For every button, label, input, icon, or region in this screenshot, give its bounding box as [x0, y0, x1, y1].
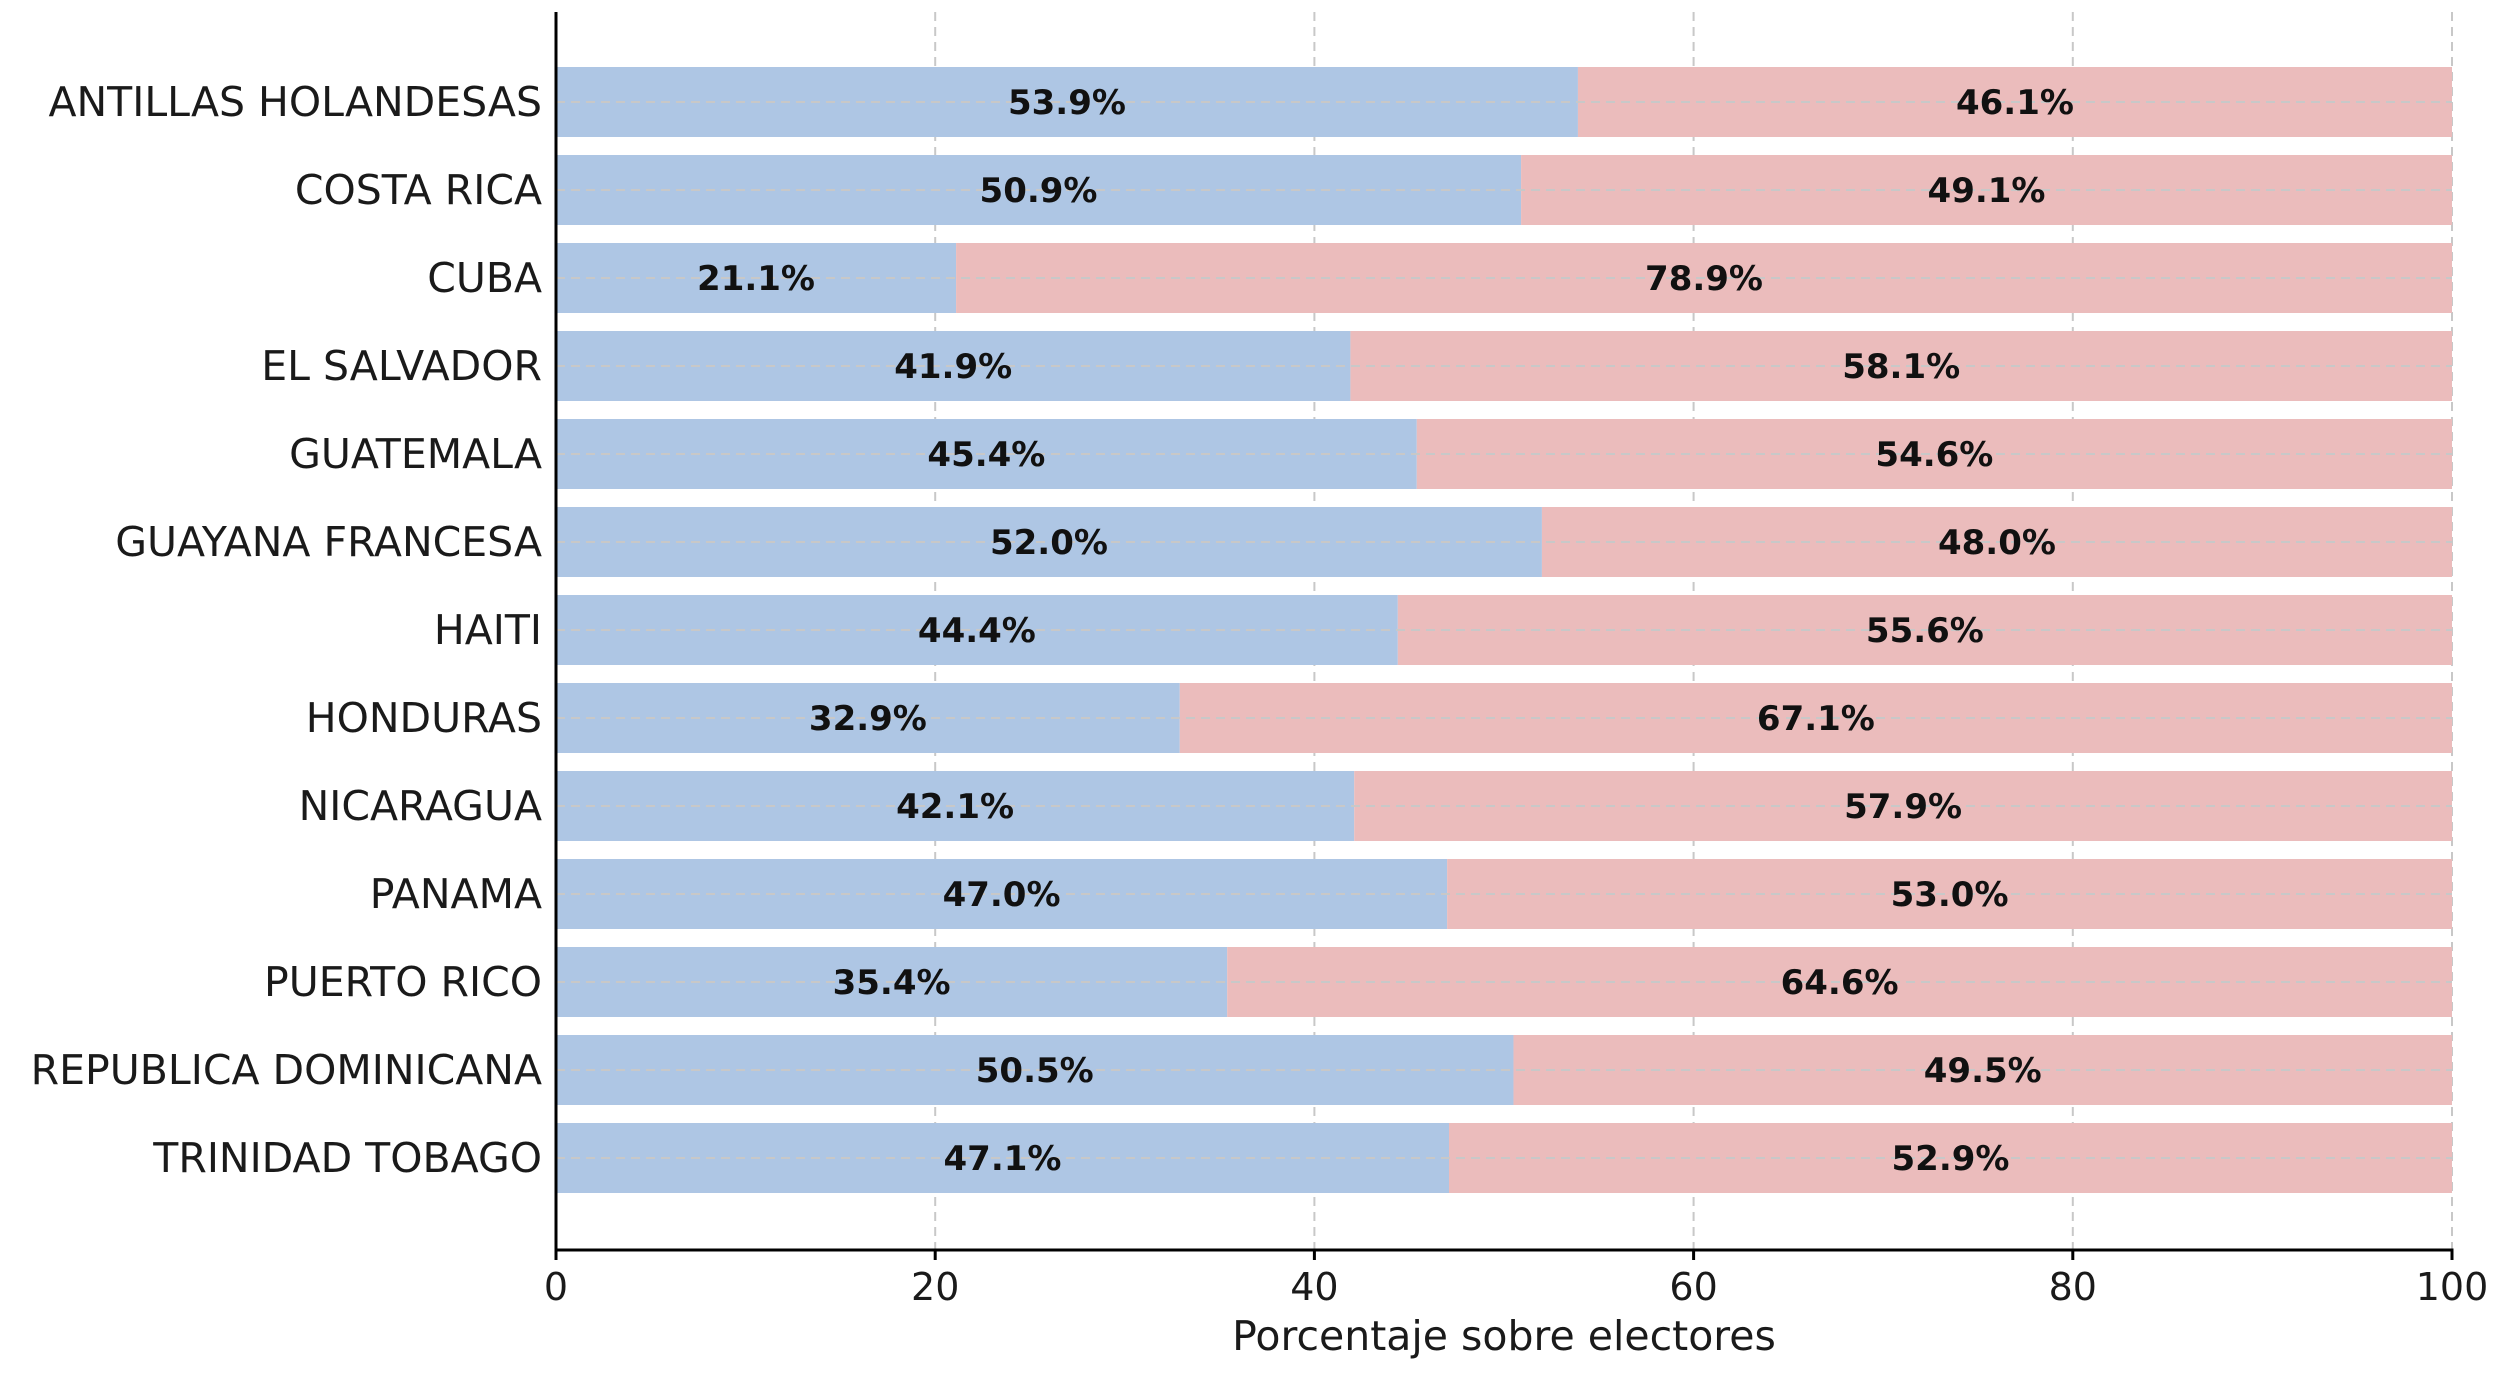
data-label-2-7: 67.1%: [1757, 699, 1875, 739]
data-label-1-8: 42.1%: [896, 787, 1014, 827]
data-label-1-5: 52.0%: [990, 523, 1108, 563]
data-label-1-12: 47.1%: [944, 1139, 1062, 1179]
data-label-2-10: 64.6%: [1781, 963, 1899, 1003]
data-label-1-3: 41.9%: [894, 347, 1012, 387]
data-label-1-7: 32.9%: [809, 699, 927, 739]
category-label: COSTA RICA: [295, 166, 542, 214]
data-label-2-1: 49.1%: [1928, 171, 2046, 211]
category-label: REPUBLICA DOMINICANA: [31, 1046, 542, 1094]
category-label: GUATEMALA: [289, 430, 542, 478]
x-tick-label: 20: [911, 1265, 959, 1309]
x-axis-title: Porcentaje sobre electores: [1232, 1312, 1776, 1360]
category-label: CUBA: [427, 254, 542, 302]
bar-1-7: [556, 683, 1180, 753]
data-label-1-6: 44.4%: [918, 611, 1036, 651]
category-label: EL SALVADOR: [261, 342, 542, 390]
data-label-1-9: 47.0%: [943, 875, 1061, 915]
bars: [556, 67, 2452, 1193]
data-label-1-11: 50.5%: [976, 1051, 1094, 1091]
bar-2-4: [1416, 419, 2452, 489]
data-label-1-2: 21.1%: [697, 259, 815, 299]
data-label-1-1: 50.9%: [980, 171, 1098, 211]
x-tick-label: 80: [2049, 1265, 2097, 1309]
data-label-2-5: 48.0%: [1938, 523, 2056, 563]
data-label-1-10: 35.4%: [833, 963, 951, 1003]
axes: ANTILLAS HOLANDESAS COSTA RICA CUBA EL SALV…: [31, 12, 2489, 1309]
x-tick-label: 0: [544, 1265, 568, 1309]
category-label: HAITI: [434, 606, 542, 654]
data-labels: 53.9% 46.1% 50.9% 49.1% 21.1% 78.9% 41.9% 58.1%…: [697, 83, 2074, 1179]
data-label-2-11: 49.5%: [1924, 1051, 2042, 1091]
category-label: GUAYANA FRANCESA: [115, 518, 542, 566]
data-label-1-4: 45.4%: [927, 435, 1045, 475]
data-label-2-12: 52.9%: [1892, 1139, 2010, 1179]
data-label-2-2: 78.9%: [1645, 259, 1763, 299]
bar-1-5: [556, 507, 1542, 577]
bar-1-12: [556, 1123, 1450, 1193]
category-label: ANTILLAS HOLANDESAS: [48, 78, 542, 126]
data-label-2-8: 57.9%: [1844, 787, 1962, 827]
x-tick-label: 40: [1290, 1265, 1338, 1309]
data-label-2-4: 54.6%: [1875, 435, 1993, 475]
x-tick-label: 60: [1669, 1265, 1717, 1309]
category-label: PUERTO RICO: [264, 958, 542, 1006]
data-label-2-6: 55.6%: [1866, 611, 1984, 651]
data-label-2-0: 46.1%: [1956, 83, 2074, 123]
data-label-2-9: 53.0%: [1891, 875, 2009, 915]
data-label-2-3: 58.1%: [1842, 347, 1960, 387]
grid-horizontal: [556, 101, 2452, 1159]
x-tick-label: 100: [2416, 1265, 2489, 1309]
data-label-1-0: 53.9%: [1008, 83, 1126, 123]
category-label: PANAMA: [370, 870, 542, 918]
category-label: NICARAGUA: [299, 782, 542, 830]
category-label: HONDURAS: [306, 694, 542, 742]
category-label: TRINIDAD TOBAGO: [152, 1134, 542, 1182]
